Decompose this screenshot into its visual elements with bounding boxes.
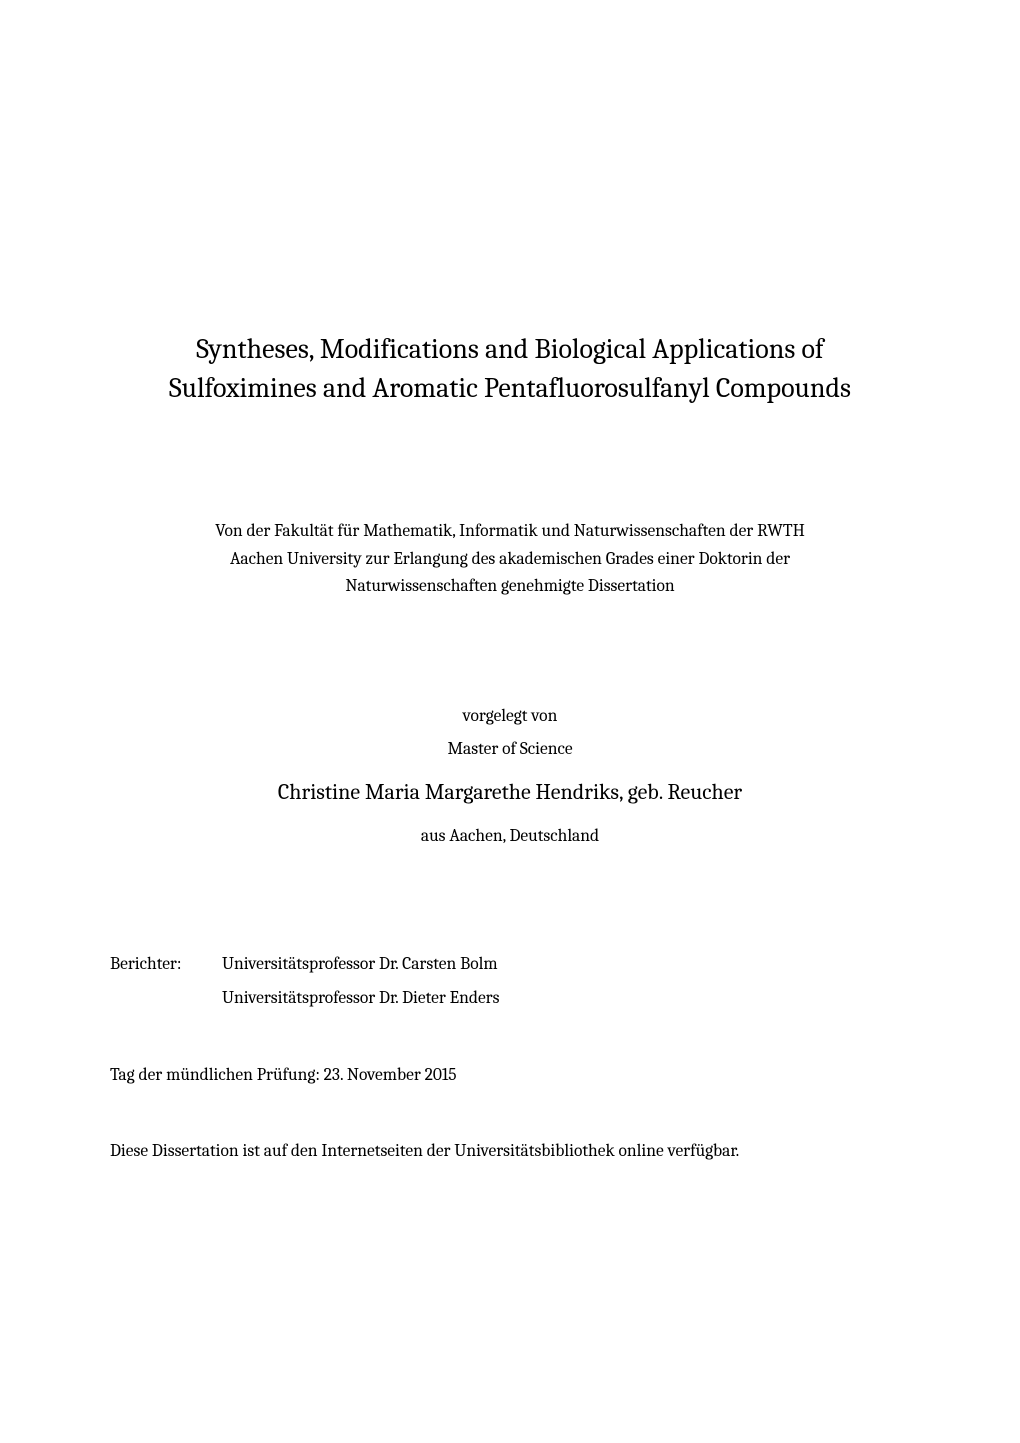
approval-line-2: Aachen University zur Erlangung des akad… [110, 546, 910, 573]
title-page: Syntheses, Modifications and Biological … [0, 0, 1020, 1443]
presented-by-label: vorgelegt von [110, 700, 910, 733]
reviewer-1: Universitätsprofessor Dr. Carsten Bolm [222, 948, 910, 981]
title-line-1: Syntheses, Modifications and Biological … [110, 330, 910, 369]
oral-exam-date: Tag der mündlichen Prüfung: 23. November… [110, 1065, 910, 1085]
presented-by-block: vorgelegt von Master of Science Christin… [110, 700, 910, 854]
approval-line-3: Naturwissenschaften genehmigte Dissertat… [110, 573, 910, 600]
reviewers-label: Berichter: [110, 948, 222, 981]
dissertation-title: Syntheses, Modifications and Biological … [110, 330, 910, 408]
reviewers-label-spacer [110, 982, 222, 1015]
prior-degree: Master of Science [110, 733, 910, 766]
approval-statement: Von der Fakultät für Mathematik, Informa… [110, 518, 910, 599]
availability-statement: Diese Dissertation ist auf den Internets… [110, 1141, 910, 1161]
title-line-2: Sulfoximines and Aromatic Pentafluorosul… [110, 369, 910, 408]
author-origin: aus Aachen, Deutschland [110, 820, 910, 853]
author-name: Christine Maria Margarethe Hendriks, geb… [110, 772, 910, 814]
reviewers-block: Berichter: Universitätsprofessor Dr. Car… [110, 948, 910, 1015]
reviewer-2: Universitätsprofessor Dr. Dieter Enders [222, 982, 910, 1015]
approval-line-1: Von der Fakultät für Mathematik, Informa… [110, 518, 910, 545]
